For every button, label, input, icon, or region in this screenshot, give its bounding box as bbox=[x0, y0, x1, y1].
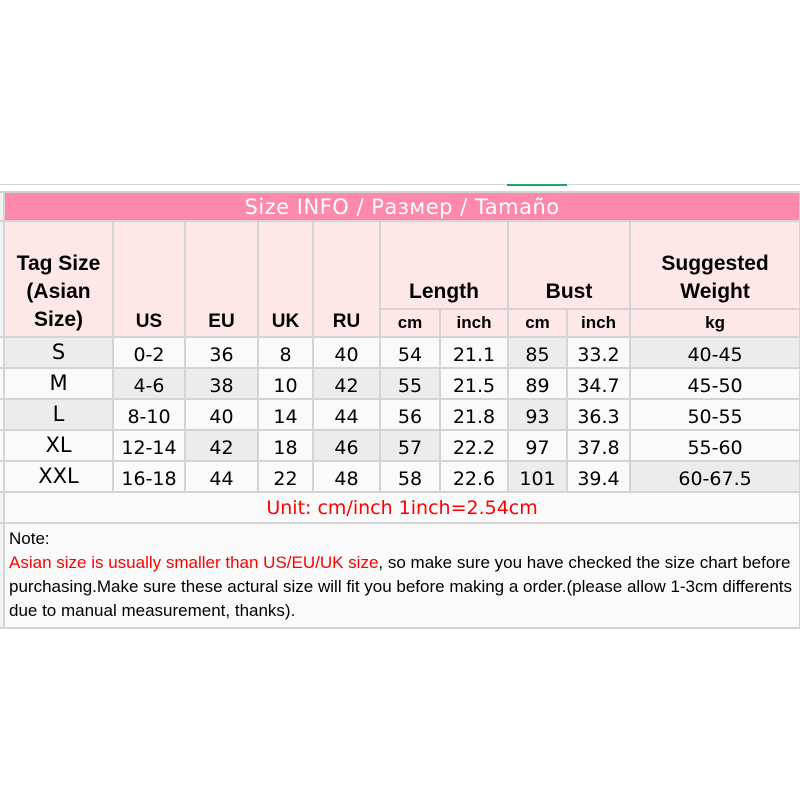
cell-tag: M bbox=[3, 367, 114, 400]
note-text: , so make sure you have checked the size… bbox=[9, 553, 793, 620]
table-row: XL 12-14 42 18 46 57 22.2 97 37.8 55-60 bbox=[0, 429, 800, 462]
cell-us: 4-6 bbox=[112, 367, 186, 400]
cell-length-inch: 21.1 bbox=[439, 336, 509, 369]
cell-length-inch: 21.8 bbox=[439, 398, 509, 431]
header-ru: RU bbox=[312, 220, 381, 338]
cell-bust-cm: 89 bbox=[507, 367, 568, 400]
cell-length-cm: 54 bbox=[379, 336, 441, 369]
size-chart: Size INFO / Размер / Tamaño Tag Size (As… bbox=[0, 184, 800, 629]
cell-ru: 42 bbox=[312, 367, 381, 400]
cell-bust-inch: 33.2 bbox=[566, 336, 631, 369]
selected-column-marker bbox=[507, 184, 567, 186]
cell-us: 8-10 bbox=[112, 398, 186, 431]
header-length-cm: cm bbox=[379, 308, 441, 338]
cell-us: 12-14 bbox=[112, 429, 186, 462]
header-weight: Suggested Weight bbox=[628, 220, 800, 310]
cell-length-inch: 21.5 bbox=[439, 367, 509, 400]
table-row: M 4-6 38 10 42 55 21.5 89 34.7 45-50 bbox=[0, 367, 800, 400]
header-length-inch: inch bbox=[439, 308, 509, 338]
header-uk: UK bbox=[257, 220, 314, 338]
cell-length-cm: 56 bbox=[379, 398, 441, 431]
cell-us: 16-18 bbox=[112, 460, 186, 493]
cell-eu: 44 bbox=[184, 460, 259, 493]
header-eu: EU bbox=[184, 220, 259, 338]
cell-length-inch: 22.2 bbox=[439, 429, 509, 462]
header-us: US bbox=[112, 220, 186, 338]
header-tag-size: Tag Size (Asian Size) bbox=[3, 220, 114, 338]
cell-uk: 8 bbox=[257, 336, 314, 369]
header-length: Length bbox=[379, 220, 509, 310]
header-bust-cm: cm bbox=[507, 308, 568, 338]
cell-bust-inch: 36.3 bbox=[566, 398, 631, 431]
cell-length-cm: 58 bbox=[379, 460, 441, 493]
table-row: S 0-2 36 8 40 54 21.1 85 33.2 40-45 bbox=[0, 336, 800, 369]
cell-us: 0-2 bbox=[112, 336, 186, 369]
cell-length-inch: 22.6 bbox=[439, 460, 509, 493]
note-cell: Note: Asian size is usually smaller than… bbox=[2, 522, 800, 629]
cell-weight: 45-50 bbox=[628, 367, 800, 400]
header-bust: Bust bbox=[507, 220, 631, 310]
cell-bust-inch: 34.7 bbox=[566, 367, 631, 400]
cell-tag: S bbox=[3, 336, 114, 369]
cell-bust-inch: 39.4 bbox=[566, 460, 631, 493]
cell-tag: L bbox=[3, 398, 114, 431]
cell-weight: 60-67.5 bbox=[628, 460, 800, 493]
cell-eu: 42 bbox=[184, 429, 259, 462]
cell-bust-cm: 93 bbox=[507, 398, 568, 431]
note-warning: Asian size is usually smaller than US/EU… bbox=[9, 553, 379, 572]
cell-bust-cm: 85 bbox=[507, 336, 568, 369]
cell-eu: 38 bbox=[184, 367, 259, 400]
cell-uk: 18 bbox=[257, 429, 314, 462]
cell-uk: 22 bbox=[257, 460, 314, 493]
cell-eu: 36 bbox=[184, 336, 259, 369]
header-bust-inch: inch bbox=[566, 308, 631, 338]
cell-ru: 44 bbox=[312, 398, 381, 431]
table-title: Size INFO / Размер / Tamaño bbox=[2, 191, 800, 222]
cell-weight: 55-60 bbox=[628, 429, 800, 462]
cell-tag: XXL bbox=[3, 460, 114, 493]
cell-length-cm: 57 bbox=[379, 429, 441, 462]
cell-eu: 40 bbox=[184, 398, 259, 431]
cell-length-cm: 55 bbox=[379, 367, 441, 400]
table-row: L 8-10 40 14 44 56 21.8 93 36.3 50-55 bbox=[0, 398, 800, 431]
cell-ru: 46 bbox=[312, 429, 381, 462]
cell-uk: 14 bbox=[257, 398, 314, 431]
cell-bust-inch: 37.8 bbox=[566, 429, 631, 462]
sheet-gridline bbox=[0, 184, 800, 191]
cell-weight: 40-45 bbox=[628, 336, 800, 369]
unit-note: Unit: cm/inch 1inch=2.54cm bbox=[2, 491, 800, 524]
cell-tag: XL bbox=[3, 429, 114, 462]
cell-uk: 10 bbox=[257, 367, 314, 400]
note-label: Note: bbox=[9, 529, 50, 548]
table-row: XXL 16-18 44 22 48 58 22.6 101 39.4 60-67.5 bbox=[0, 460, 800, 493]
cell-bust-cm: 97 bbox=[507, 429, 568, 462]
cell-ru: 40 bbox=[312, 336, 381, 369]
cell-ru: 48 bbox=[312, 460, 381, 493]
cell-bust-cm: 101 bbox=[507, 460, 568, 493]
header-weight-kg: kg bbox=[628, 308, 800, 338]
cell-weight: 50-55 bbox=[628, 398, 800, 431]
size-table: Size INFO / Размер / Tamaño Tag Size (As… bbox=[0, 191, 800, 629]
